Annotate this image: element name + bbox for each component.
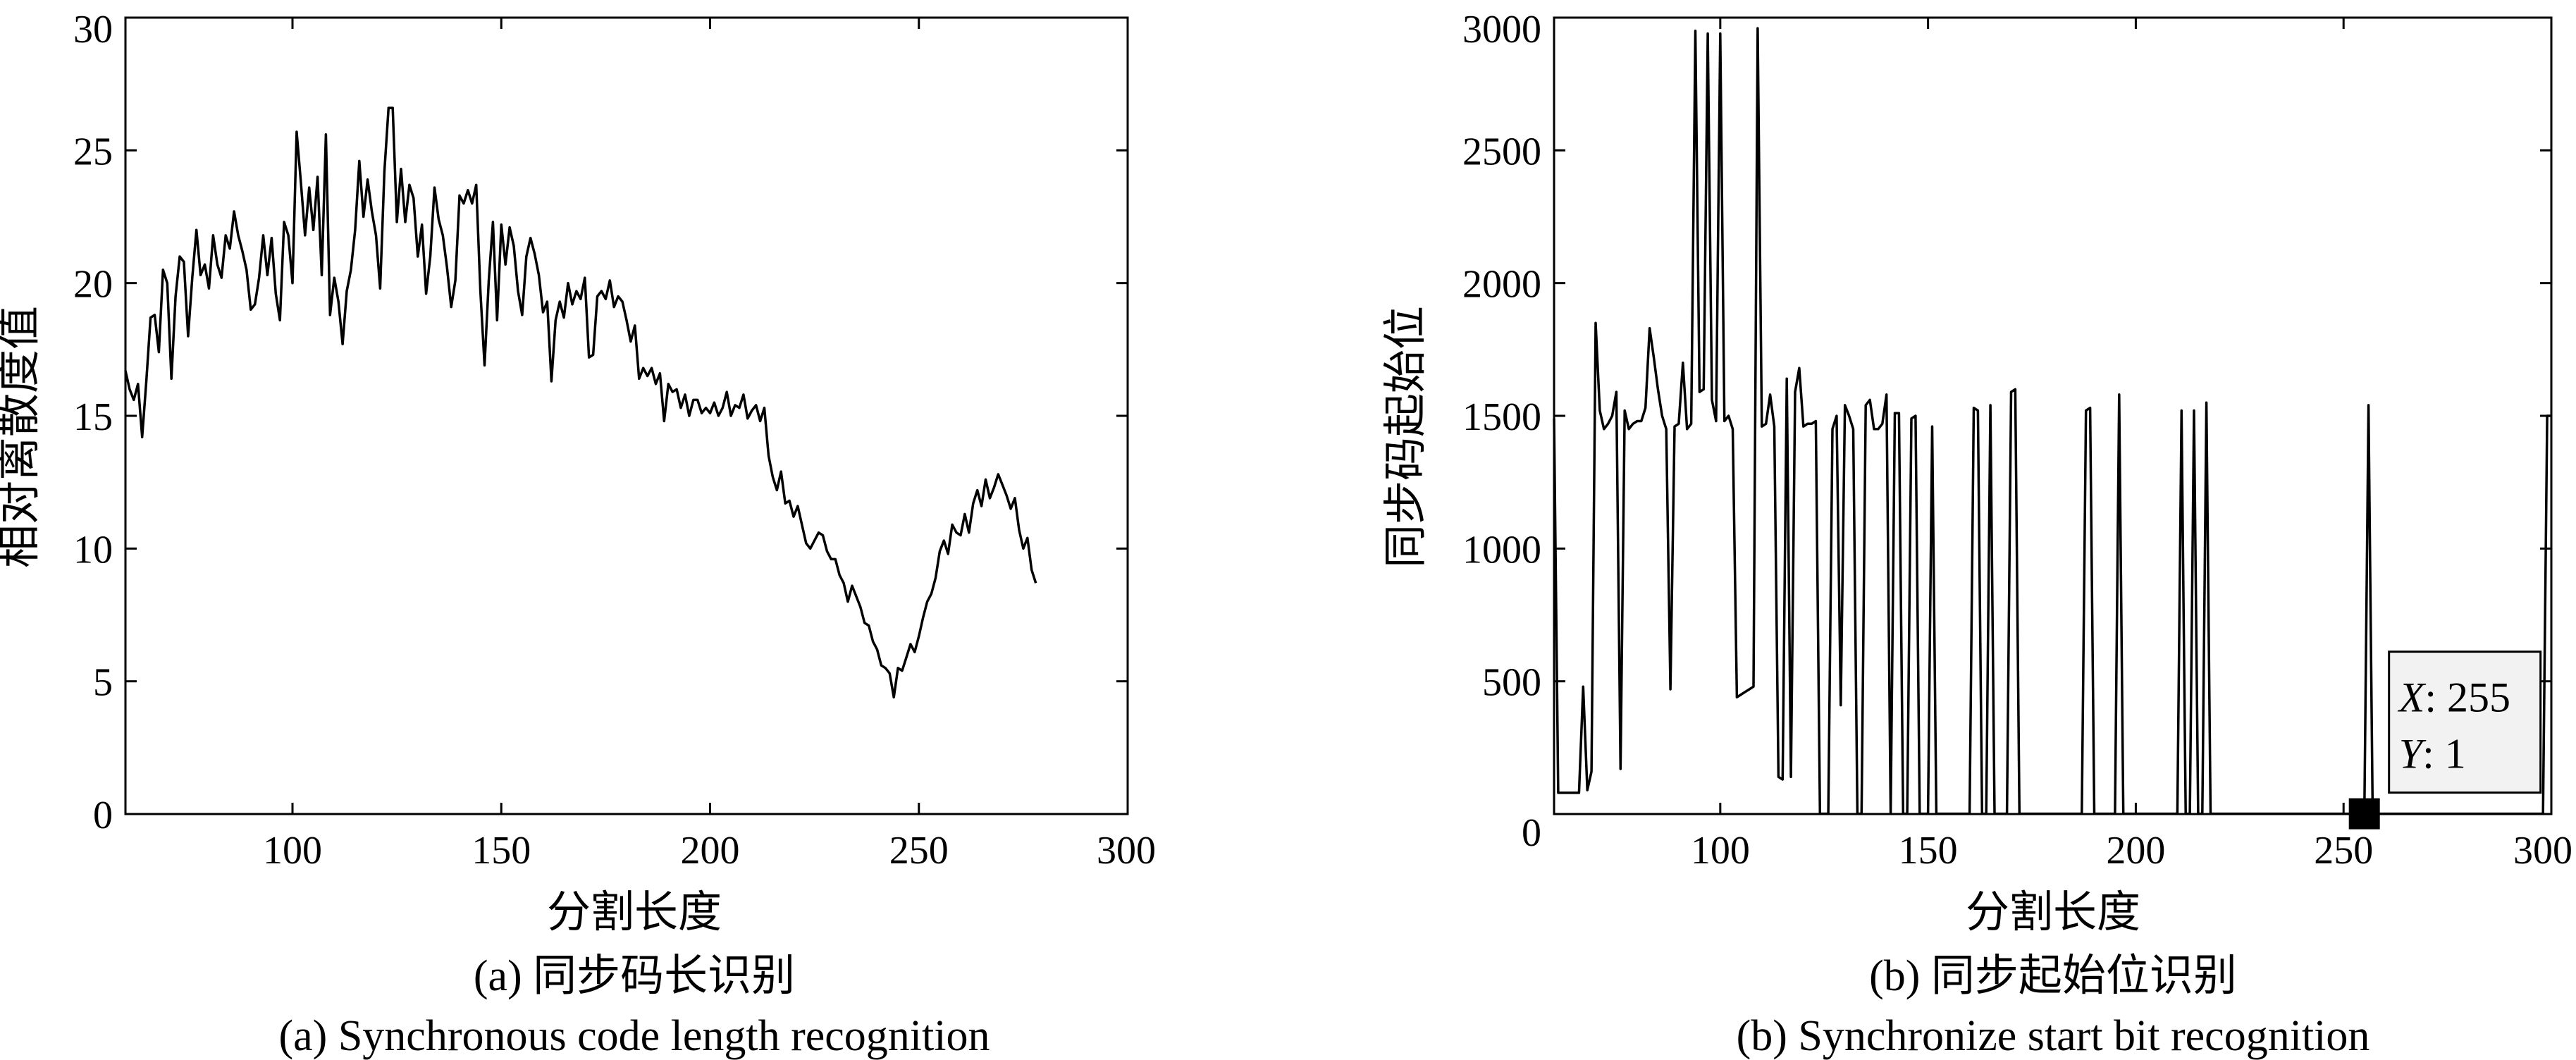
chart-a-xtick-label: 200 [681,829,740,873]
chart-a-frame [124,16,1129,815]
chart-panel-b: 同步码起始位 分割长度 (b) 同步起始位识别 (b) Synchronize … [1382,8,2572,1060]
chart-a-xtick-label: 150 [472,829,531,873]
chart-b-ytick-label: 1000 [1462,528,1541,572]
chart-b-ytick-label: 2000 [1462,263,1541,307]
chart-a-series-line [124,106,1037,699]
chart-panel-a: 相对离散度值 分割长度 (a) 同步码长识别 (a) Synchronous c… [0,8,1156,1060]
chart-b-datatip-marker[interactable] [2348,798,2380,830]
chart-a-ytick-label: 10 [73,528,113,572]
chart-a-xlabel: 分割长度 [547,889,722,937]
chart-b-xtick-label: 300 [2513,829,2572,873]
chart-a-ytick-label: 15 [73,395,113,439]
chart-b-ylabel: 同步码起始位 [1382,306,1430,568]
chart-a-ytick-label: 30 [73,8,113,51]
chart-a-ylabel: 相对离散度值 [0,306,44,568]
chart-b-ytick-label: 1500 [1462,395,1541,439]
chart-b-ytick-label: 0 [1522,811,1541,855]
chart-b-ytick-label: 2500 [1462,130,1541,173]
chart-b-datatip-x: X: 255 [2398,674,2510,721]
chart-a-ytick-label: 20 [73,263,113,307]
chart-b-xlabel: 分割长度 [1966,889,2140,937]
chart-a-xtick-label: 300 [1097,829,1156,873]
chart-b-xtick-label: 150 [1899,829,1958,873]
chart-b-ytick-label: 500 [1482,661,1541,705]
chart-b-caption-en: (b) Synchronize start bit recognition [1737,1012,2370,1060]
chart-b-ytick-label: 3000 [1462,8,1541,51]
chart-b-caption-cn: (b) 同步起始位识别 [1869,952,2237,1000]
chart-a-ytick-label: 25 [73,130,113,173]
chart-b-xtick-label: 200 [2106,829,2165,873]
chart-b-datatip-y: Y: 1 [2399,731,2466,777]
chart-b-series-line [1553,27,2551,815]
chart-b-xtick-label: 100 [1691,829,1750,873]
chart-a-ytick-label: 0 [93,794,113,837]
chart-a-caption-cn: (a) 同步码长识别 [474,952,795,1000]
chart-b-xtick-label: 250 [2314,829,2373,873]
chart-b-datatip-box [2388,651,2542,794]
chart-a-ytick-label: 5 [93,661,113,705]
chart-a-caption-en: (a) Synchronous code length recognition [279,1012,990,1060]
chart-a-xtick-label: 100 [263,829,322,873]
chart-a-xtick-label: 250 [889,829,949,873]
